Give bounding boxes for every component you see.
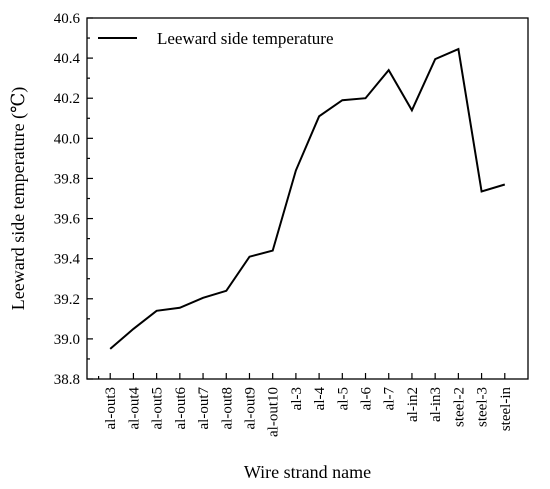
x-tick-label: al-out3 xyxy=(103,387,119,430)
series-group xyxy=(109,47,506,350)
x-tick-label: steel-3 xyxy=(475,387,491,427)
x-tick-label: steel-in xyxy=(498,387,514,432)
y-tick-label: 39.6 xyxy=(54,212,81,228)
legend-label: Leeward side temperature xyxy=(157,29,334,48)
legend: Leeward side temperature xyxy=(98,29,334,48)
x-tick-label: al-4 xyxy=(312,387,328,411)
x-tick-label: al-6 xyxy=(359,387,375,411)
x-tick-label: al-out7 xyxy=(196,387,212,430)
x-tick-label: al-out4 xyxy=(126,387,142,430)
x-tick-label: al-in2 xyxy=(405,387,421,422)
y-tick-label: 40.0 xyxy=(54,131,80,147)
y-tick-label: 38.8 xyxy=(54,372,80,388)
series-line xyxy=(109,47,506,350)
x-tick-label: al-out10 xyxy=(266,387,282,437)
x-axis-ticks: al-out3 al-out4 al-out5 al-out6 al-out7 al-ou… xyxy=(98,373,514,437)
x-tick-label: al-in3 xyxy=(428,387,444,422)
y-tick-label: 40.6 xyxy=(54,11,81,27)
y-tick-label: 39.0 xyxy=(54,332,80,348)
y-axis-title: Leeward side temperature (℃) xyxy=(8,87,29,311)
x-tick-label: al-out5 xyxy=(150,387,166,430)
x-tick-label: al-3 xyxy=(289,387,305,410)
x-tick-label: al-7 xyxy=(382,387,398,411)
y-tick-label: 39.2 xyxy=(54,292,80,308)
y-axis-ticks: 38.8 39.0 39.2 39.4 39.6 39.8 40.0 40.2 40.4 40.6 xyxy=(54,11,93,388)
x-tick-label: al-out8 xyxy=(219,387,235,430)
x-tick-label: al-5 xyxy=(335,387,351,410)
x-tick-label: al-out6 xyxy=(173,387,189,430)
y-tick-label: 39.4 xyxy=(54,252,81,268)
x-tick-label: al-out9 xyxy=(242,387,258,430)
x-tick-label: steel-2 xyxy=(451,387,467,427)
x-axis-title: Wire strand name xyxy=(244,462,371,482)
y-tick-label: 40.4 xyxy=(54,51,81,67)
y-tick-label: 39.8 xyxy=(54,171,80,187)
y-tick-label: 40.2 xyxy=(54,91,80,107)
